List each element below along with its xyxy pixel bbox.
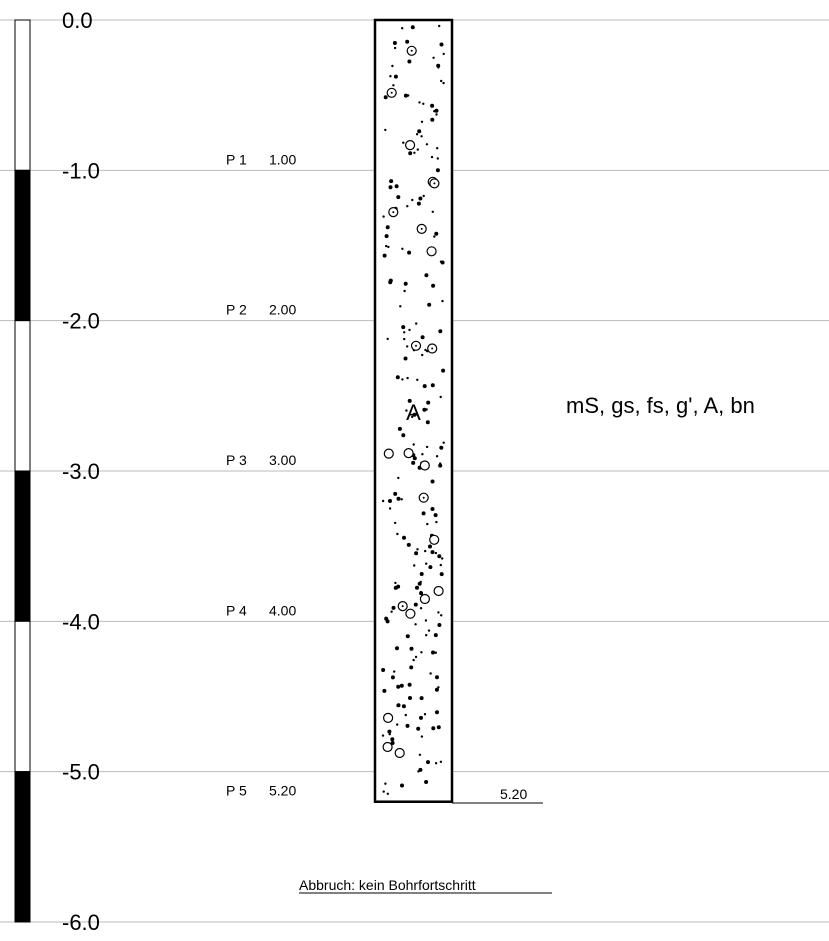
sample-name: P 1 [226, 151, 247, 167]
scale-segment-black [14, 169, 31, 322]
sample-name: P 2 [226, 302, 247, 318]
sand-gravel-pattern [381, 24, 446, 795]
tick-label: -1.0 [62, 158, 100, 183]
sample-depth: 4.00 [269, 602, 296, 618]
layer-outline [373, 18, 454, 803]
depth-scale-bar [14, 19, 31, 923]
scale-segment-black [14, 771, 31, 923]
scale-segment-white [14, 19, 31, 171]
bottom-depth-label: 5.20 [500, 786, 527, 802]
sample-depth: 3.00 [269, 452, 296, 468]
sample-depth: 5.20 [269, 783, 296, 799]
tick-label: -3.0 [62, 459, 100, 484]
scale-segment-white [14, 620, 31, 773]
soil-column: A [373, 18, 454, 803]
layer-fill [375, 20, 452, 802]
termination-note: Abbruch: kein Bohrfortschritt [299, 877, 552, 894]
sample-name: P 3 [226, 452, 247, 468]
sample-depth: 1.00 [269, 151, 296, 167]
scale-segment-black [14, 470, 31, 622]
tick-label: -4.0 [62, 609, 100, 634]
sample-depth: 2.00 [269, 302, 296, 318]
tick-label: -6.0 [62, 910, 100, 935]
sample-name: P 4 [226, 602, 247, 618]
layer-code: A [406, 400, 421, 425]
termination-note-text: Abbruch: kein Bohrfortschritt [299, 877, 476, 893]
sample-name: P 5 [226, 783, 247, 799]
depth-tick-labels: 0.0 -1.0 -2.0 -3.0 -4.0 -5.0 -6.0 [62, 8, 100, 935]
layer-description: mS, gs, fs, g', A, bn [566, 393, 755, 418]
tick-label: -2.0 [62, 309, 100, 334]
tick-label: -5.0 [62, 760, 100, 785]
scale-segment-white [14, 320, 31, 472]
tick-label: 0.0 [62, 8, 93, 33]
sample-labels: P 1 1.00 P 2 2.00 P 3 3.00 P 4 4.00 P 5 5.20 [226, 151, 296, 798]
bottom-depth-marker: 5.20 [452, 786, 543, 804]
